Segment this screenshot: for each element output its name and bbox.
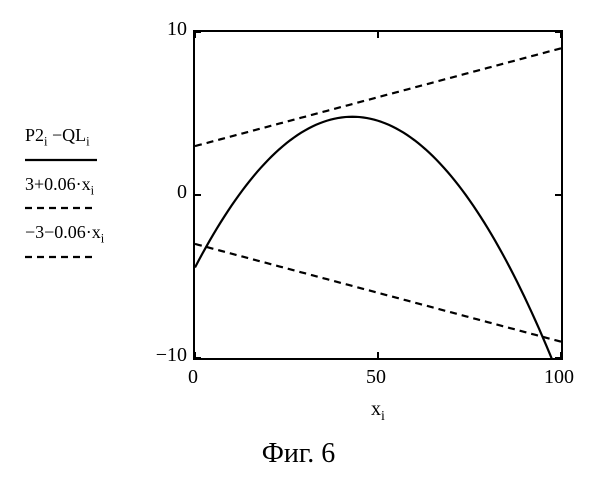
y-tick-label: −10: [137, 344, 187, 367]
y-tick-label: 10: [137, 18, 187, 41]
x-tick-label: 0: [188, 366, 198, 389]
series-path: [195, 117, 561, 358]
y-tick-label: 0: [137, 181, 187, 204]
x-axis-label: xi: [193, 398, 563, 425]
legend-line-dashed: [25, 200, 97, 214]
plot-area: [193, 30, 563, 360]
x-tick-label: 50: [366, 366, 386, 389]
legend-line-dashed: [25, 249, 97, 263]
chart-legend: P2i −QLi 3+0.06·xi −3−0.06·xi: [25, 125, 155, 271]
plot-svg: [195, 32, 561, 358]
chart-container: P2i −QLi3+0.06·xi−3−0.06·xi −10010 05010…: [25, 30, 565, 400]
legend-line-solid: [25, 152, 97, 166]
legend-entry: 3+0.06·xi: [25, 174, 155, 199]
series-path: [195, 48, 561, 146]
x-tick-label: 100: [544, 366, 574, 389]
legend-entry: P2i −QLi: [25, 125, 155, 150]
legend-entry: −3−0.06·xi: [25, 222, 155, 247]
figure-caption: Фиг. 6: [0, 438, 597, 470]
